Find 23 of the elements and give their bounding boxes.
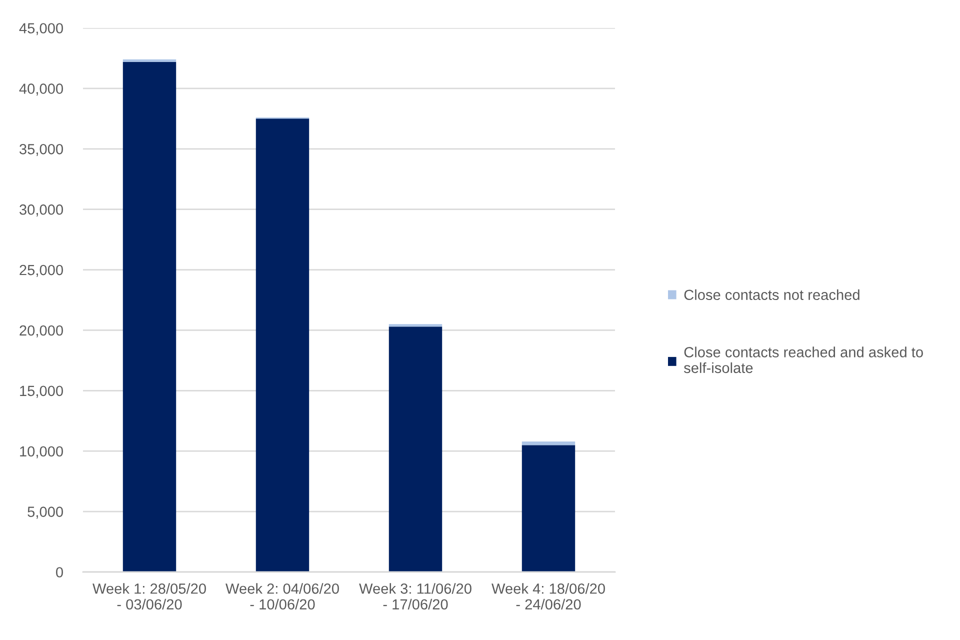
- bar: [522, 441, 576, 446]
- bar: [388, 324, 442, 327]
- y-tick-label: 35,000: [20, 144, 63, 156]
- bar: [388, 326, 442, 572]
- y-tick-label: 40,000: [19, 84, 63, 96]
- y-tick-label: 20,000: [20, 325, 63, 338]
- y-tick-label: 30,000: [20, 204, 63, 216]
- x-tick-label: Week 1: 28/05/20 - 03/06/20: [92, 583, 206, 610]
- y-tick-label: 5,000: [28, 506, 63, 519]
- y-tick-label: 15,000: [20, 386, 63, 398]
- x-tick-label: Week 4: 18/06/20 - 24/06/20: [492, 583, 605, 610]
- legend-label: Close contacts reached and asked to self-isolate: [684, 346, 923, 374]
- bar: [256, 118, 310, 572]
- x-tick-label: Week 2: 04/06/20 - 10/06/20: [226, 583, 339, 610]
- bar: [122, 59, 176, 62]
- y-tick-label: 25,000: [20, 264, 63, 277]
- legend-label: Close contacts not reached: [684, 289, 860, 300]
- y-tick-label: 45,000: [19, 23, 63, 36]
- bar: [522, 445, 576, 572]
- bar: [122, 62, 176, 572]
- y-tick-label: 0: [56, 567, 63, 578]
- y-tick-label: 10,000: [20, 446, 63, 458]
- x-tick-label: Week 3: 11/06/20 - 17/06/20: [359, 583, 472, 610]
